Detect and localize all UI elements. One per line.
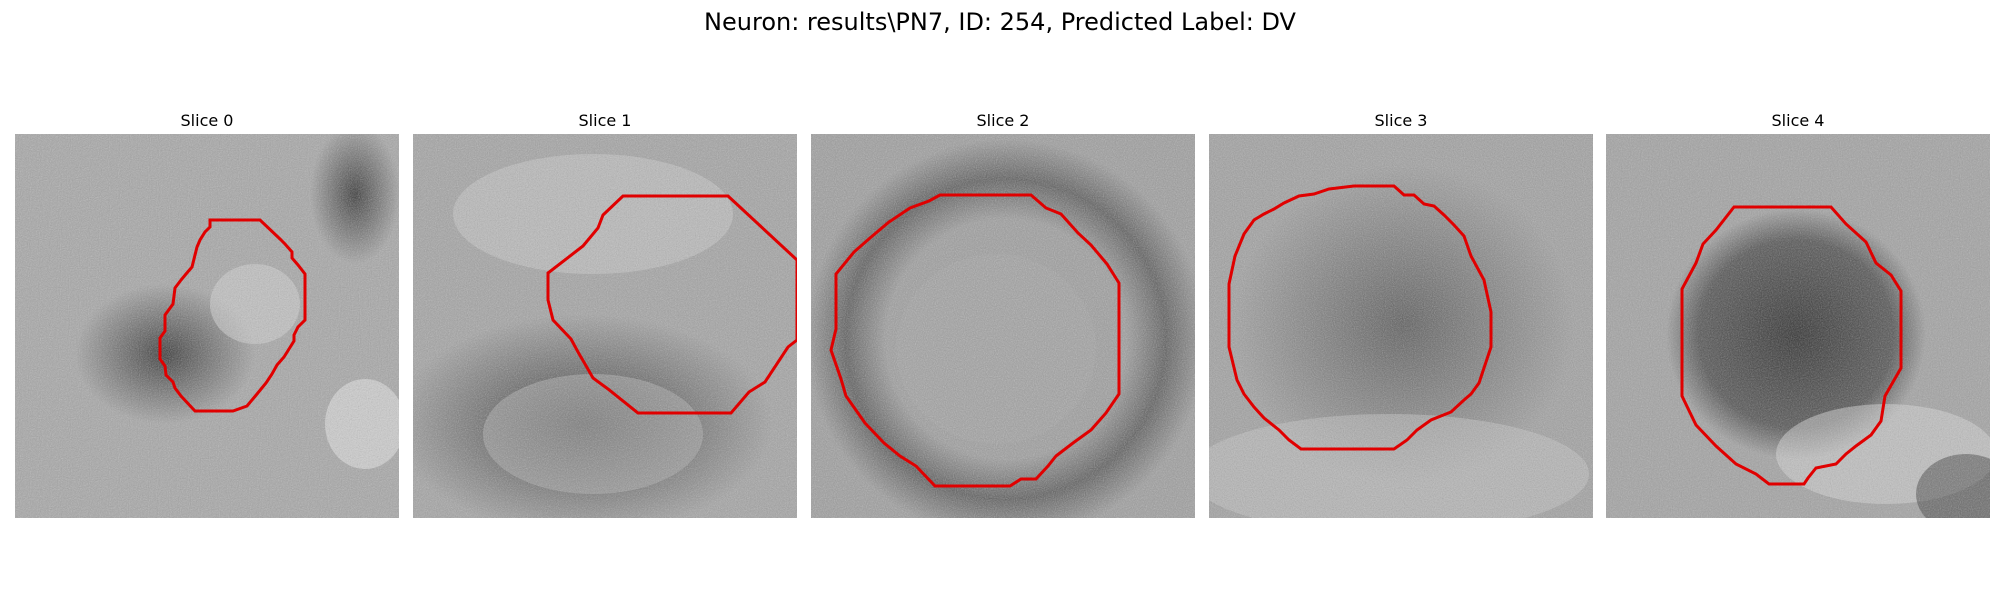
contour-1: [546, 194, 797, 415]
contour-0: [158, 218, 307, 413]
slice-panel-4: Slice 4: [1606, 110, 1990, 518]
slice-title-1: Slice 1: [578, 111, 632, 130]
slice-panel-2: Slice 2: [811, 110, 1195, 518]
slice-title-3: Slice 3: [1374, 111, 1428, 130]
slice-title-4: Slice 4: [1771, 111, 1825, 130]
figure-title: Neuron: results\PN7, ID: 254, Predicted …: [704, 8, 1296, 36]
slice-title-0: Slice 0: [180, 111, 234, 130]
slice-image-3: [1209, 134, 1593, 518]
contour-3: [1227, 184, 1493, 451]
slice-image-4: [1606, 134, 1990, 518]
slice-panel-1: Slice 1: [413, 110, 797, 518]
slice-panel-0: Slice 0: [15, 110, 399, 518]
slice-image-1: [413, 134, 797, 518]
slice-image-0: [15, 134, 399, 518]
contour-4: [1680, 205, 1903, 486]
slice-title-2: Slice 2: [976, 111, 1030, 130]
slice-image-2: [811, 134, 1195, 518]
contour-2: [829, 193, 1121, 488]
slice-panel-3: Slice 3: [1209, 110, 1593, 518]
